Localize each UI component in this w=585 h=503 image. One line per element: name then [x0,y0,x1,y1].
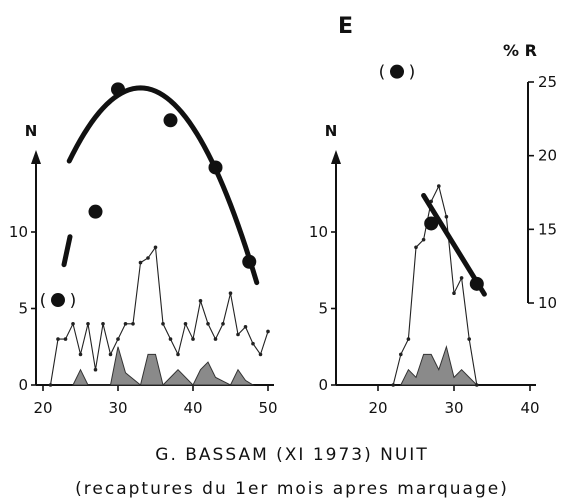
count-point [168,337,173,341]
percent-r-point [390,64,404,79]
fitted-line [421,192,487,297]
x-tick-label: 30 [108,399,127,417]
count-series-line [49,245,269,386]
x-tick-label: 20 [368,399,387,417]
left-panel: N 20 30 40 50 0 5 10 () [9,82,278,417]
bracket-left: ( [40,291,47,311]
count-point [161,322,165,326]
count-point [183,322,188,326]
count-point [221,322,225,326]
y-tick-label: 0 [18,376,28,394]
fitted-curve-extension [61,234,73,268]
count-point [206,322,210,326]
count-point [176,352,180,357]
count-point [266,329,270,334]
count-point [71,322,75,326]
count-point [437,184,441,188]
count-point [116,337,120,341]
y-tick-label: 10 [9,223,28,241]
count-point [191,337,195,341]
count-point [48,383,53,387]
count-point [251,341,255,346]
count-point [444,214,449,219]
percent-r-point [51,293,65,308]
count-point [391,383,396,387]
histogram-area [72,346,255,386]
y-tick-label: 0 [318,376,328,394]
y-axis-arrow [31,150,41,164]
count-point [258,352,263,357]
count-point [475,383,479,387]
count-point [131,322,135,326]
count-point [101,322,105,326]
right-tick-label: 10 [538,294,557,312]
x-tick-label: 30 [444,399,463,417]
count-series-line [392,184,478,386]
right-tick-label: 20 [538,147,557,165]
count-point [406,337,411,341]
y-axis-label: N [25,122,38,140]
y-axis-arrow [331,150,341,164]
count-point [123,322,128,326]
count-point [452,291,456,296]
caption-line-2: (recaptures du 1er mois apres marquage) [75,479,509,499]
count-point [198,299,203,303]
count-point [421,237,426,242]
count-point [243,325,248,329]
count-point [63,337,68,341]
right-axis-label: % R [503,41,537,60]
count-point [399,352,403,357]
x-tick-label: 40 [520,399,539,417]
count-point [213,337,218,341]
count-point [93,367,98,372]
count-point [108,352,113,357]
caption-line-1: G. BASSAM (XI 1973) NUIT [155,445,428,465]
x-tick-label: 20 [33,399,52,417]
y-tick-label: 10 [309,223,328,241]
count-point [467,337,472,341]
bracket-right: ) [70,291,77,311]
count-point [138,260,143,265]
count-point [153,245,158,250]
percent-r-point [88,204,103,219]
right-panel: N 20 30 40 0 5 10 () 10 15 20 25% R [309,41,557,417]
percent-r-point [163,113,178,128]
count-point [236,332,240,337]
count-point [146,256,150,260]
count-point [414,245,418,250]
percent-r-point [424,216,439,231]
count-point [78,352,83,357]
count-point [228,291,233,296]
x-tick-label: 50 [258,399,277,417]
right-tick-label: 25 [538,73,557,91]
bracket-left: ( [379,63,386,83]
count-point [56,337,60,341]
x-tick-label: 40 [183,399,202,417]
histogram-area [399,344,479,386]
bracket-right: ) [409,63,416,83]
right-tick-label: 15 [538,220,557,238]
panel-letter: E [338,14,353,39]
y-tick-label: 5 [318,300,328,318]
y-tick-label: 5 [18,300,28,318]
y-axis-label: N [325,122,338,140]
count-point [86,322,90,326]
count-point [459,276,464,280]
fitted-curve [66,85,260,286]
